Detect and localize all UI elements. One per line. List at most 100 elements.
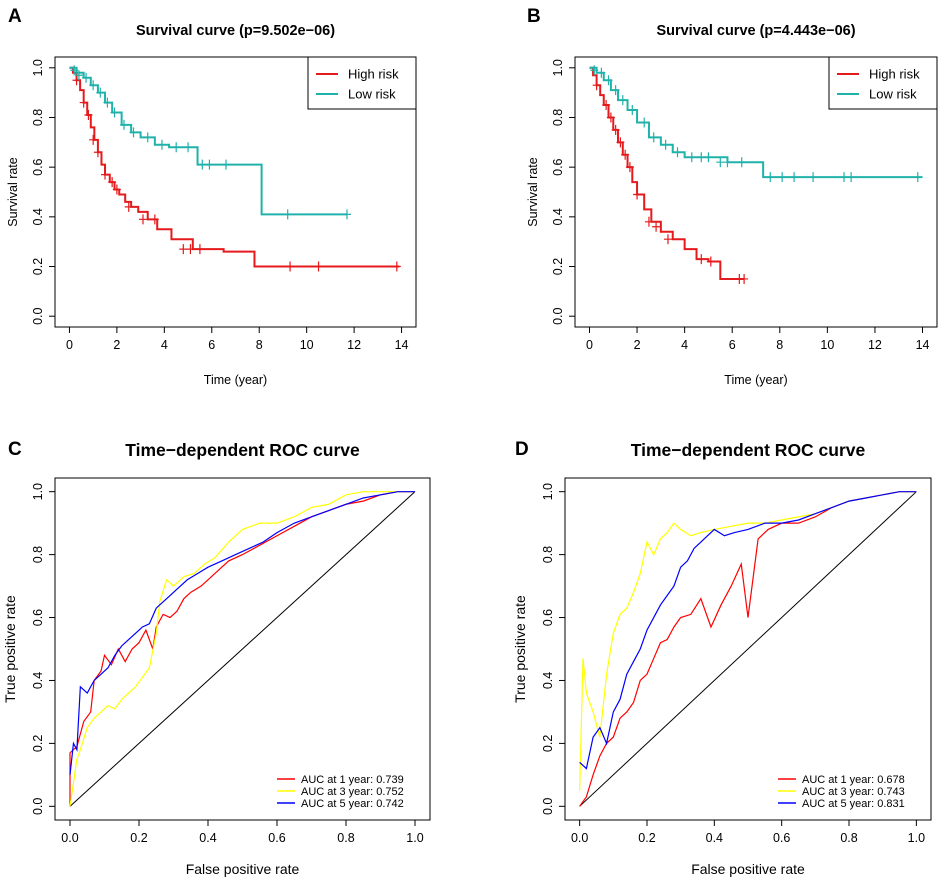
y-tick-label: 0.2 bbox=[31, 258, 45, 275]
y-tick-label: 0.6 bbox=[551, 158, 565, 175]
legend-label: AUC at 5 year: 0.831 bbox=[802, 798, 905, 810]
legend: High risk Low risk bbox=[828, 56, 938, 110]
censor-mark bbox=[606, 112, 615, 123]
legend-label: AUC at 1 year: 0.739 bbox=[301, 774, 404, 786]
x-tick-label: 0.4 bbox=[706, 831, 723, 845]
x-tick-label: 0.0 bbox=[571, 831, 588, 845]
censor-mark bbox=[101, 169, 110, 180]
panel-label: D bbox=[515, 439, 529, 460]
censor-mark bbox=[157, 139, 166, 150]
y-tick-label: 0.0 bbox=[541, 798, 555, 815]
x-tick-label: 0.6 bbox=[773, 831, 790, 845]
y-tick-label: 0.8 bbox=[551, 109, 565, 126]
y-tick-label: 0.0 bbox=[31, 307, 45, 324]
x-tick-label: 8 bbox=[256, 338, 263, 352]
plot-frame bbox=[54, 56, 417, 328]
censor-mark bbox=[697, 152, 706, 163]
censor-mark bbox=[172, 142, 181, 153]
y-tick-label: 0.6 bbox=[31, 158, 45, 175]
legend-label: AUC at 1 year: 0.678 bbox=[802, 774, 905, 786]
censor-mark bbox=[840, 172, 849, 183]
censor-mark bbox=[592, 80, 601, 91]
y-tick-label: 0.0 bbox=[551, 307, 565, 324]
censor-mark bbox=[723, 157, 732, 168]
panel-label: C bbox=[8, 439, 22, 460]
censor-mark bbox=[96, 87, 105, 98]
censor-mark bbox=[103, 97, 112, 108]
x-tick-label: 0.8 bbox=[840, 831, 857, 845]
legend: High risk Low risk bbox=[307, 56, 417, 110]
censor-mark bbox=[621, 149, 630, 160]
censor-mark bbox=[205, 159, 214, 170]
censor-mark bbox=[590, 65, 599, 76]
censor-mark bbox=[74, 70, 83, 81]
censor-mark bbox=[179, 244, 188, 255]
censor-mark bbox=[108, 177, 117, 188]
legend-label: Low risk bbox=[348, 87, 396, 102]
x-tick-label: 0 bbox=[586, 338, 593, 352]
panel-c: C Time−dependent ROC curve 0.0 0.2 0.4 0.6 0.8… bbox=[2, 439, 431, 877]
censor-mark bbox=[120, 119, 129, 130]
x-tick-label: 6 bbox=[729, 338, 736, 352]
series-line bbox=[579, 491, 917, 770]
censor-mark bbox=[661, 139, 670, 150]
chart-title: Time−dependent ROC curve bbox=[125, 440, 360, 460]
censor-mark bbox=[150, 214, 159, 225]
plot-frame bbox=[564, 477, 932, 821]
censor-mark bbox=[392, 261, 401, 272]
censor-mark bbox=[809, 172, 818, 183]
censor-mark bbox=[89, 80, 98, 91]
y-tick-label: 0.6 bbox=[541, 609, 555, 626]
series-2 bbox=[69, 65, 351, 220]
legend-label: High risk bbox=[348, 67, 399, 82]
censor-mark bbox=[70, 65, 79, 76]
censor-mark bbox=[847, 172, 856, 183]
censor-mark bbox=[138, 214, 147, 225]
y-tick-label: 1.0 bbox=[31, 483, 45, 500]
x-axis-label: Time (year) bbox=[724, 373, 787, 387]
censor-mark bbox=[604, 75, 613, 86]
censor-mark bbox=[129, 127, 138, 138]
y-tick-label: 0.8 bbox=[541, 546, 555, 563]
censor-mark bbox=[82, 72, 91, 83]
censor-mark bbox=[314, 261, 323, 272]
censor-mark bbox=[283, 209, 292, 220]
series-3 bbox=[579, 491, 917, 770]
legend-label: AUC at 3 year: 0.752 bbox=[301, 786, 404, 798]
censor-mark bbox=[687, 152, 696, 163]
legend-label: High risk bbox=[869, 67, 920, 82]
censor-mark bbox=[628, 105, 637, 116]
censor-mark bbox=[597, 67, 606, 78]
x-tick-label: 0 bbox=[66, 338, 73, 352]
censor-mark bbox=[913, 172, 922, 183]
censor-mark bbox=[618, 95, 627, 106]
series-1 bbox=[579, 491, 917, 807]
censor-mark bbox=[611, 124, 620, 135]
censor-mark bbox=[143, 132, 152, 143]
chart-title: Time−dependent ROC curve bbox=[631, 440, 866, 460]
x-tick-label: 12 bbox=[868, 338, 882, 352]
censor-mark bbox=[737, 157, 746, 168]
y-axis-label: Survival rate bbox=[526, 157, 540, 227]
x-tick-label: 4 bbox=[161, 338, 168, 352]
y-axis-label: True positive rate bbox=[512, 595, 528, 703]
y-tick-label: 1.0 bbox=[551, 59, 565, 76]
x-tick-label: 8 bbox=[776, 338, 783, 352]
x-tick-label: 2 bbox=[113, 338, 120, 352]
censor-mark bbox=[673, 147, 682, 158]
diagonal-reference-line bbox=[579, 491, 917, 807]
censor-mark bbox=[186, 244, 195, 255]
censor-mark bbox=[79, 97, 88, 108]
legend-box bbox=[307, 56, 417, 110]
x-tick-label: 14 bbox=[395, 338, 409, 352]
y-tick-label: 0.2 bbox=[31, 735, 45, 752]
series-2 bbox=[69, 491, 415, 807]
censor-mark bbox=[342, 209, 351, 220]
x-tick-label: 12 bbox=[347, 338, 361, 352]
series-2 bbox=[579, 491, 917, 791]
x-tick-label: 0.4 bbox=[199, 831, 216, 845]
series-line bbox=[69, 66, 347, 216]
x-tick-label: 10 bbox=[300, 338, 314, 352]
x-axis-label: Time (year) bbox=[204, 373, 267, 387]
